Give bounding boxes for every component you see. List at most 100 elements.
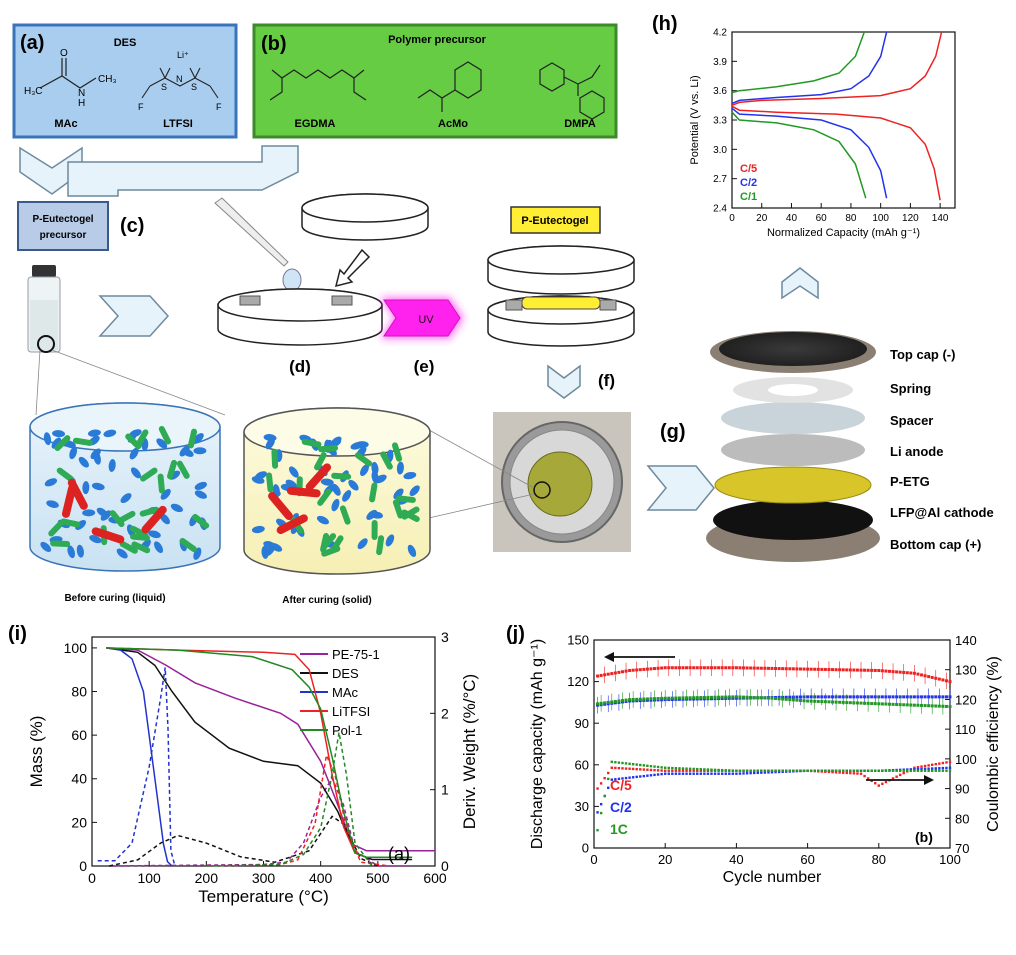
ce-point (767, 771, 770, 774)
ce-point (724, 769, 727, 772)
ce-point (888, 769, 891, 772)
capacity-point (937, 677, 941, 681)
ce-point (685, 767, 688, 770)
capacity-point (820, 700, 824, 704)
li-ion-label: Li⁺ (177, 50, 189, 60)
salt-particle (385, 534, 395, 547)
capacity-point (670, 696, 674, 700)
capacity-point (809, 695, 813, 699)
capacity-point (845, 668, 849, 672)
monomer-rod (371, 519, 378, 540)
ce-point (934, 763, 937, 766)
salt-particle (181, 448, 194, 457)
legend-entry: C/2 (610, 799, 632, 815)
vial-photo (27, 265, 61, 353)
monomer-rod (401, 509, 420, 523)
capacity-point (645, 667, 649, 671)
ce-point (631, 763, 635, 766)
precursor-label: P-Eutectogel (32, 214, 93, 225)
panel-letter-j: (j) (506, 623, 525, 645)
capacity-point (880, 669, 884, 673)
ce-point (628, 767, 631, 770)
capacity-point (727, 695, 731, 699)
crosslinker-rod (141, 505, 167, 534)
discharge-curve (731, 105, 941, 201)
ce-point (671, 766, 674, 770)
y2-axis-label: Coulombic efficiency (%) (985, 656, 1002, 832)
deriv-curve (109, 815, 379, 867)
capacity-point (742, 666, 746, 670)
ce-point (920, 767, 923, 771)
ce-point (735, 772, 738, 775)
capacity-point (759, 666, 763, 670)
ltfsi-structure (141, 67, 219, 99)
capacity-point (709, 666, 713, 670)
x-tick-label: 100 (939, 852, 961, 867)
capacity-point (827, 700, 831, 704)
ce-point (845, 771, 848, 775)
ce-point (948, 769, 952, 772)
layer-label: Top cap (-) (890, 347, 955, 362)
capacity-point (873, 702, 877, 706)
salt-particle (329, 438, 342, 448)
ce-point (863, 774, 866, 778)
deriv-curve (109, 776, 413, 867)
ce-point (692, 767, 695, 771)
monomer-rod (179, 537, 197, 553)
plot-frame (91, 636, 436, 867)
capacity-point (852, 695, 856, 699)
capacity-point (884, 702, 888, 706)
ce-point (931, 763, 934, 766)
capacity-point (905, 703, 909, 707)
chart-h: (h) 0 20 40 60 80 100 120 140 2.4 2.7 3.0 3.3 3.6 3.9… (652, 13, 956, 239)
capacity-point (781, 667, 785, 671)
ce-point (674, 772, 678, 775)
crosslinker-rod (268, 492, 293, 520)
capacity-point (930, 675, 934, 679)
ce-point (692, 772, 695, 775)
capacity-point (891, 695, 895, 699)
capacity-point (763, 696, 767, 700)
capacity-point (923, 695, 927, 699)
salt-particle (316, 515, 329, 525)
capacity-point (695, 666, 699, 670)
mass-curve (106, 647, 173, 867)
capacity-point (702, 666, 706, 670)
monomer-rod (119, 541, 138, 554)
capacity-point (788, 695, 792, 699)
capacity-point (653, 697, 657, 701)
capacity-point (831, 668, 835, 672)
layer-label: Spring (890, 381, 931, 396)
capacity-point (749, 666, 753, 670)
ce-point (913, 769, 916, 772)
ce-point (738, 772, 742, 775)
x-tick-label: 100 (137, 870, 161, 886)
y2-tick-label: 80 (955, 811, 969, 826)
legend-entry: MAc (332, 685, 359, 700)
ce-point (696, 772, 699, 775)
salt-particle (194, 490, 207, 499)
ce-point (931, 769, 934, 772)
ce-point (842, 771, 845, 774)
ce-point (610, 760, 613, 764)
capacity-point (916, 703, 920, 707)
x-tick-label: 80 (845, 213, 857, 224)
ce-point (913, 768, 916, 771)
ce-point (710, 768, 713, 771)
ce-point (920, 769, 923, 772)
monomer-rod (176, 460, 190, 479)
ce-point (720, 772, 724, 775)
ce-point (938, 762, 941, 765)
salt-particle (89, 535, 102, 544)
capacity-point (866, 701, 870, 705)
x-axis-label: Temperature (°C) (198, 887, 329, 906)
y2-tick-label: 140 (955, 633, 977, 648)
capacity-point (617, 699, 621, 703)
ce-point (731, 769, 735, 772)
deriv-curve (206, 732, 373, 867)
ce-point (617, 761, 621, 764)
x-tick-label: 40 (729, 852, 743, 867)
ce-point (927, 767, 930, 770)
monomer-rod (317, 488, 332, 506)
salt-particle (393, 488, 404, 500)
